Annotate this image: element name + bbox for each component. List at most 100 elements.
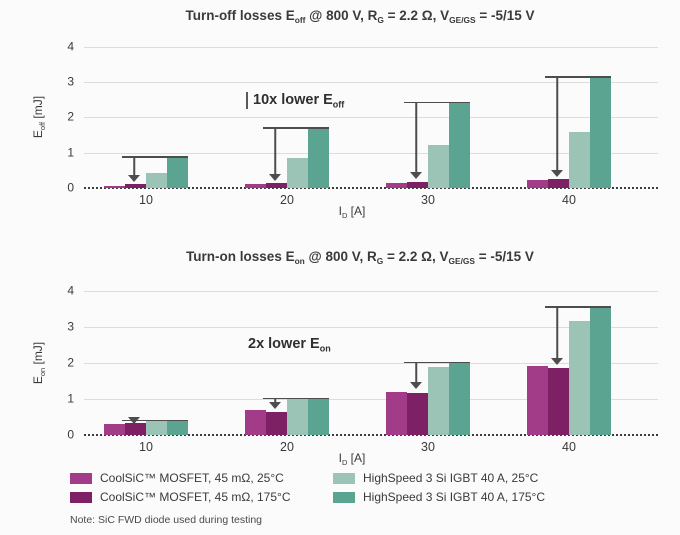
arrow-stem [556, 76, 558, 170]
chart-title: Turn-on losses Eon @ 800 V, RG = 2.2 Ω, … [60, 249, 660, 266]
legend-item: CoolSiC™ MOSFET, 45 mΩ, 175°C [70, 490, 291, 504]
subscript: G [377, 15, 384, 26]
arrow-stem [415, 101, 417, 173]
legend-item: CoolSiC™ MOSFET, 45 mΩ, 25°C [70, 471, 284, 485]
subscript: on [319, 343, 331, 354]
subscript: G [376, 256, 384, 267]
subscript: on [294, 256, 305, 267]
arrow-line [545, 306, 611, 308]
x-tick-label: 20 [280, 440, 294, 454]
y-axis-label: Eoff [mJ] [31, 96, 47, 138]
y-tick-label: 3 [67, 319, 74, 334]
legend-label: CoolSiC™ MOSFET, 45 mΩ, 25°C [100, 471, 284, 485]
arrow-down-icon [128, 416, 140, 424]
y-tick-label: 0 [67, 427, 74, 442]
text-run: @ 800 V, R [305, 8, 378, 23]
subscript: off [294, 15, 306, 26]
bar-coolsic_175 [407, 181, 428, 188]
y-axis-label: Eon [mJ] [31, 342, 47, 384]
arrow-stem [274, 127, 276, 174]
text-run: [mJ] [31, 341, 46, 368]
bar-coolsic_25 [386, 392, 407, 435]
x-tick-label: 10 [139, 440, 153, 454]
bar-coolsic_25 [245, 184, 266, 188]
annotation: 10x lower Eoff [246, 92, 344, 110]
y-tick-label: 0 [67, 180, 74, 195]
annotation: 2x lower Eon [248, 336, 331, 353]
arrow-line [263, 127, 329, 129]
y-tick-label: 2 [67, 355, 74, 370]
text-run: [mJ] [31, 96, 46, 123]
bar-coolsic_175 [266, 183, 287, 188]
text-run: = 2.2 Ω, V [383, 8, 450, 23]
bar-igbt_175 [167, 156, 188, 188]
x-tick-label: 30 [421, 193, 435, 207]
arrow-down-icon [269, 402, 281, 410]
bar-coolsic_25 [104, 424, 125, 435]
subscript: D [341, 210, 348, 220]
x-tick-label: 10 [139, 193, 153, 207]
bar-coolsic_175 [125, 423, 146, 435]
text-run: Turn-on losses E [186, 249, 295, 264]
subscript: GE/GS [448, 256, 475, 267]
y-tick-label: 4 [67, 39, 74, 54]
y-tick-label: 3 [67, 74, 74, 89]
x-tick-label: 40 [562, 193, 576, 207]
bar-igbt_25 [569, 320, 590, 435]
legend-item: HighSpeed 3 Si IGBT 40 A, 25°C [333, 471, 538, 485]
bar-igbt_25 [428, 144, 449, 188]
y-tick-label: 1 [67, 391, 74, 406]
text-run: E [31, 376, 46, 385]
arrow-down-icon [128, 175, 140, 183]
gridline [84, 82, 658, 84]
x-axis-label: ID [A] [339, 204, 366, 220]
legend-swatch-icon [70, 472, 92, 484]
zero-baseline [84, 434, 658, 436]
bar-igbt_25 [146, 421, 167, 435]
footnote: Note: SiC FWD diode used during testing [70, 514, 263, 526]
text-run: I [338, 451, 342, 465]
arrow-line [122, 156, 188, 158]
gridline [84, 327, 658, 328]
arrow-stem [274, 397, 276, 403]
subscript: on [37, 367, 47, 377]
subscript: off [37, 122, 47, 131]
bar-coolsic_175 [266, 411, 287, 435]
text-run: = -5/15 V [475, 8, 535, 23]
arrow-stem [556, 306, 558, 358]
bar-igbt_25 [287, 398, 308, 435]
x-tick-label: 20 [280, 193, 294, 207]
zero-baseline [84, 187, 658, 189]
x-tick-label: 30 [421, 440, 435, 454]
gridline [84, 152, 658, 154]
text-run: = -5/15 V [475, 249, 534, 264]
bar-igbt_25 [569, 131, 590, 188]
text-run: Turn-off losses E [185, 8, 295, 23]
x-tick-label: 40 [562, 440, 576, 454]
text-run: E [31, 130, 46, 139]
arrow-line [122, 419, 188, 422]
arrow-line [545, 76, 611, 78]
arrow-down-icon [410, 381, 422, 389]
bar-igbt_25 [287, 157, 308, 188]
arrow-stem [133, 156, 135, 176]
bar-coolsic_25 [245, 409, 266, 435]
bar-igbt_25 [428, 366, 449, 435]
bar-igbt_175 [308, 127, 329, 188]
arrow-down-icon [410, 172, 422, 180]
text-run: @ 800 V, R [304, 249, 377, 264]
subscript: D [341, 457, 348, 467]
gridline [84, 399, 658, 400]
bar-igbt_175 [590, 306, 611, 435]
bar-coolsic_25 [104, 185, 125, 188]
bar-igbt_175 [308, 397, 329, 435]
gridline [84, 363, 658, 364]
gridline [84, 291, 658, 292]
gridline [84, 117, 658, 119]
bar-igbt_175 [590, 76, 611, 188]
bar-coolsic_25 [386, 183, 407, 188]
chart-title: Turn-off losses Eoff @ 800 V, RG = 2.2 Ω… [60, 8, 660, 25]
legend-item: HighSpeed 3 Si IGBT 40 A, 175°C [333, 490, 545, 504]
arrow-down-icon [269, 173, 281, 181]
